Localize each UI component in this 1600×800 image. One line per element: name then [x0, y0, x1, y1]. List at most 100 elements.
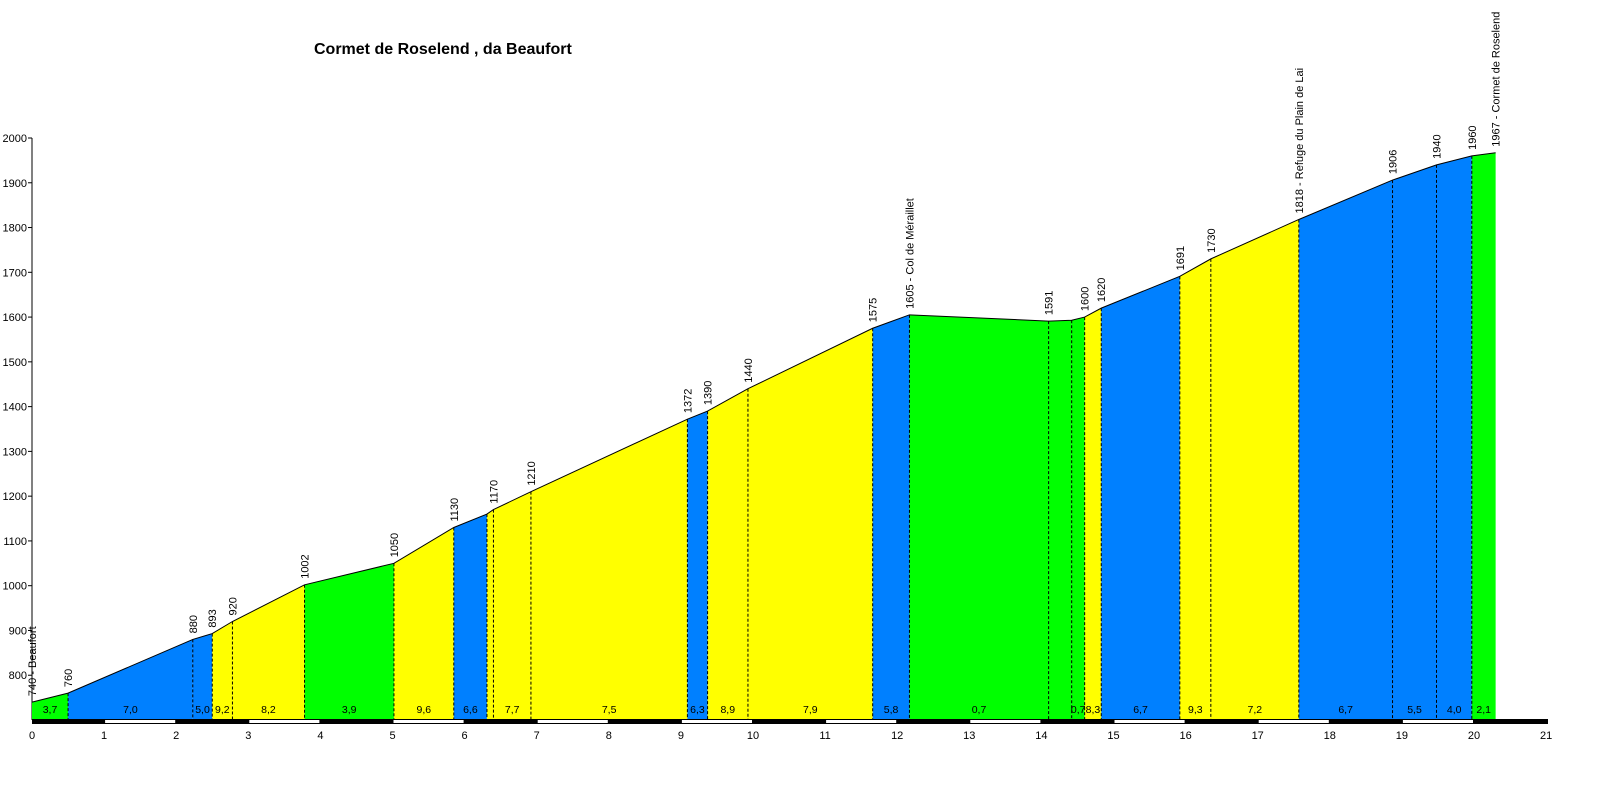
- x-tick-label: 18: [1324, 730, 1336, 742]
- grade-labels: 3,7 7,0 5,0 9,2 8,2 3,9 9,6 6,6 7,7 7,5 6,3 8,9 7,9 5…: [43, 704, 1491, 716]
- x-axis-bar: [32, 719, 1548, 724]
- altitude-label: 1390: [703, 381, 715, 405]
- grade-label: 9,6: [417, 704, 432, 716]
- x-axis-bar-block: [393, 720, 464, 723]
- y-tick-label: 1400: [3, 402, 27, 414]
- x-tick-label: 17: [1252, 730, 1264, 742]
- grade-label: 8,2: [261, 704, 276, 716]
- grade-label: 5,5: [1407, 704, 1422, 716]
- profile-segment: [530, 419, 688, 720]
- altitude-label: 1170: [488, 480, 500, 504]
- altitude-label: 920: [227, 597, 239, 615]
- grade-label: 8,9: [720, 704, 735, 716]
- altitude-label: 1440: [743, 358, 755, 382]
- grade-label: 7,2: [1248, 704, 1263, 716]
- x-axis-bar-block: [105, 720, 176, 723]
- x-tick-label: 20: [1468, 730, 1480, 742]
- y-tick-label: 1700: [3, 267, 27, 279]
- x-tick-label: 3: [245, 730, 251, 742]
- grade-label: 0,7: [972, 704, 987, 716]
- y-tick-label: 1500: [3, 357, 27, 369]
- x-tick-label: 6: [462, 730, 468, 742]
- profile-segment: [192, 633, 213, 720]
- x-tick-label: 10: [747, 730, 759, 742]
- y-tick-label: 1300: [3, 446, 27, 458]
- profile-segment: [232, 584, 305, 720]
- profile-segment: [1210, 219, 1299, 721]
- altitude-label: 1210: [526, 461, 538, 485]
- x-tick-label: 5: [389, 730, 395, 742]
- profile-segments: [32, 152, 1496, 721]
- x-axis-bar-block: [1258, 720, 1329, 723]
- x-tick-label: 14: [1035, 730, 1047, 742]
- x-tick-label: 16: [1179, 730, 1191, 742]
- y-axis: 800 900 1000 1100 1200 1300 1400 1500 1600 1700 18…: [3, 133, 33, 720]
- grade-label: 0,7: [1071, 704, 1086, 716]
- profile-segment: [1048, 320, 1072, 720]
- x-axis-bar-block: [826, 720, 897, 723]
- profile-outline: [31, 152, 1496, 703]
- x-tick-label: 9: [678, 730, 684, 742]
- profile-segment: [747, 328, 873, 720]
- profile-segment: [1071, 317, 1085, 720]
- altitude-label: 1940: [1432, 134, 1444, 158]
- profile-segment: [304, 563, 394, 720]
- altitude-label: 1691: [1175, 246, 1187, 270]
- altitude-label: 1372: [682, 389, 694, 413]
- grade-label: 9,2: [215, 704, 230, 716]
- x-tick-label: 2: [173, 730, 179, 742]
- y-tick-label: 900: [9, 625, 27, 637]
- grade-label: 7,7: [505, 704, 520, 716]
- x-tick-label: 15: [1107, 730, 1119, 742]
- x-tick-label: 8: [606, 730, 612, 742]
- altitude-label: 1906: [1388, 150, 1400, 174]
- profile-segment: [687, 411, 708, 720]
- profile-segment: [1101, 276, 1180, 720]
- profile-segment: [1179, 258, 1211, 720]
- profile-segment: [212, 621, 233, 720]
- altitude-label: 1605 - Col de Méraillet: [904, 198, 916, 309]
- grade-label: 3,9: [342, 704, 357, 716]
- altitude-label: 1591: [1044, 291, 1056, 315]
- grade-label: 6,3: [690, 704, 705, 716]
- x-axis-bar-block: [249, 720, 320, 723]
- profile-segment: [1436, 155, 1472, 720]
- altitude-label: 1600: [1080, 287, 1092, 311]
- grade-label: 8,3: [1086, 704, 1101, 716]
- altitude-labels: 740 - Beaufort 760 880 893 920 1002 1050 1130 11…: [27, 12, 1503, 696]
- grade-label: 9,3: [1188, 704, 1203, 716]
- profile-segment: [493, 491, 531, 720]
- profile-segment: [68, 639, 193, 720]
- chart-title: Cormet de Roselend , da Beaufort: [314, 41, 572, 58]
- y-tick-label: 1600: [3, 312, 27, 324]
- grade-label: 5,0: [195, 704, 210, 716]
- grade-label: 4,0: [1447, 704, 1462, 716]
- x-axis-bar-block: [681, 720, 752, 723]
- grade-label: 6,7: [1338, 704, 1353, 716]
- y-tick-label: 2000: [3, 133, 27, 145]
- grade-label: 7,9: [803, 704, 818, 716]
- grade-label: 6,7: [1133, 704, 1148, 716]
- profile-line: [31, 152, 1496, 703]
- profile-segment: [872, 314, 910, 720]
- grade-label: 2,1: [1476, 704, 1491, 716]
- x-tick-label: 12: [891, 730, 903, 742]
- profile-segment: [909, 314, 1049, 720]
- altitude-label: 1050: [389, 533, 401, 557]
- altitude-label: 1960: [1467, 125, 1479, 149]
- profile-segment: [453, 514, 487, 720]
- grade-label: 5,8: [884, 704, 899, 716]
- y-tick-label: 1000: [3, 581, 27, 593]
- x-axis-bar-block: [1114, 720, 1185, 723]
- profile-segment: [1471, 152, 1496, 720]
- altitude-label: 1620: [1096, 278, 1108, 302]
- x-tick-label: 7: [534, 730, 540, 742]
- x-tick-label: 0: [29, 730, 35, 742]
- y-tick-label: 1200: [3, 491, 27, 503]
- grade-label: 3,7: [43, 704, 58, 716]
- altitude-label: 760: [63, 669, 75, 687]
- x-axis-bar-block: [970, 720, 1041, 723]
- profile-segment: [1298, 180, 1393, 721]
- y-tick-label: 800: [9, 670, 27, 682]
